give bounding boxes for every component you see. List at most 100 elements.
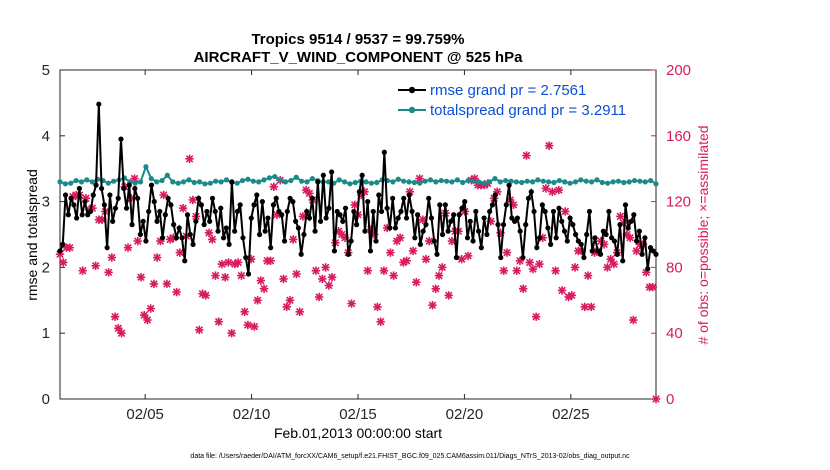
obs-marker xyxy=(583,271,593,280)
spread-point xyxy=(170,179,176,185)
spread-point xyxy=(476,179,482,185)
spread-point xyxy=(299,178,305,184)
spread-point xyxy=(578,177,584,183)
spread-point xyxy=(535,177,541,183)
spread-point xyxy=(180,179,187,185)
rmse-point xyxy=(76,185,83,192)
spread-point xyxy=(631,177,638,184)
rmse-point xyxy=(301,231,307,238)
obs-marker xyxy=(146,304,155,313)
rmse-point xyxy=(506,182,512,188)
obs-marker xyxy=(178,203,188,213)
obs-marker xyxy=(285,296,295,305)
rmse-point xyxy=(611,238,618,244)
rmse-point xyxy=(132,185,138,192)
spread-point xyxy=(481,180,487,186)
rmse-point xyxy=(606,208,612,215)
obs-marker xyxy=(327,273,337,282)
obs-marker xyxy=(554,185,564,195)
rmse-point xyxy=(107,192,113,198)
rmse-point xyxy=(642,235,648,241)
obs-marker xyxy=(237,271,246,280)
rmse-point xyxy=(395,215,401,221)
obs-marker xyxy=(431,284,440,293)
rmse-point xyxy=(356,189,362,195)
rmse-point xyxy=(639,251,645,257)
obs-marker xyxy=(651,394,661,404)
rmse-point xyxy=(592,235,598,241)
rmse-point xyxy=(553,235,559,241)
rmse-point xyxy=(653,251,659,257)
obs-marker xyxy=(457,254,466,264)
rmse-point xyxy=(317,218,324,224)
rmse-point xyxy=(157,208,163,215)
obs-marker xyxy=(463,251,473,261)
rmse-point xyxy=(229,179,235,185)
rmse-point xyxy=(312,228,318,234)
spread-point xyxy=(427,177,434,183)
y-tick-label-left: 5 xyxy=(42,62,50,79)
spread-point xyxy=(637,178,643,184)
rmse-point xyxy=(179,235,185,241)
rmse-point xyxy=(137,231,143,238)
obs-marker xyxy=(282,302,291,312)
obs-marker xyxy=(201,291,210,300)
rmse-point xyxy=(190,241,196,247)
spread-point xyxy=(583,178,589,184)
spread-point xyxy=(68,180,74,186)
spread-point xyxy=(62,181,68,187)
spread-point xyxy=(503,177,509,184)
rmse-point xyxy=(622,202,629,208)
spread-point xyxy=(572,179,579,185)
rmse-point xyxy=(459,205,465,211)
rmse-point xyxy=(597,251,604,257)
y-tick-label-left: 4 xyxy=(42,128,50,145)
obs-marker xyxy=(256,276,266,285)
spread-point xyxy=(363,179,369,185)
rmse-point xyxy=(617,222,623,228)
rmse-point xyxy=(254,192,260,198)
obs-marker xyxy=(107,253,117,262)
spread-point xyxy=(443,178,450,184)
rmse-point xyxy=(171,222,177,228)
rmse-point xyxy=(209,195,216,201)
rmse-point xyxy=(484,231,490,238)
rmse-point xyxy=(412,235,418,241)
obs-marker xyxy=(606,254,615,264)
rmse-point xyxy=(268,245,274,251)
obs-marker xyxy=(78,266,87,275)
x-tick-label: 02/15 xyxy=(339,406,377,423)
spread-point xyxy=(546,179,552,185)
rmse-point xyxy=(212,208,218,215)
spread-point xyxy=(438,177,444,184)
rmse-point xyxy=(309,195,315,201)
rmse-point xyxy=(146,208,152,215)
obs-marker xyxy=(502,248,512,257)
rmse-point xyxy=(464,235,471,241)
rmse-point xyxy=(620,258,626,264)
obs-marker xyxy=(528,264,538,274)
y-tick-label-left: 3 xyxy=(42,194,50,211)
obs-marker xyxy=(541,184,551,193)
rmse-point xyxy=(112,205,119,211)
rmse-point xyxy=(126,182,132,188)
spread-point xyxy=(626,179,632,185)
obs-marker xyxy=(616,212,625,221)
obs-marker xyxy=(217,259,227,269)
rmse-point xyxy=(168,202,174,208)
spread-point xyxy=(250,178,256,184)
rmse-point xyxy=(159,235,166,241)
obs-marker xyxy=(253,296,262,305)
spread-point xyxy=(406,179,412,185)
rmse-point xyxy=(556,205,562,211)
obs-marker xyxy=(512,266,521,275)
spread-point xyxy=(492,175,498,182)
rmse-point xyxy=(614,251,620,257)
obs-marker xyxy=(266,256,275,266)
obs-marker xyxy=(104,268,113,277)
obs-marker xyxy=(324,281,334,290)
rmse-point xyxy=(384,205,390,211)
rmse-point xyxy=(234,208,241,215)
rmse-point xyxy=(536,235,543,241)
spread-point xyxy=(562,179,568,185)
